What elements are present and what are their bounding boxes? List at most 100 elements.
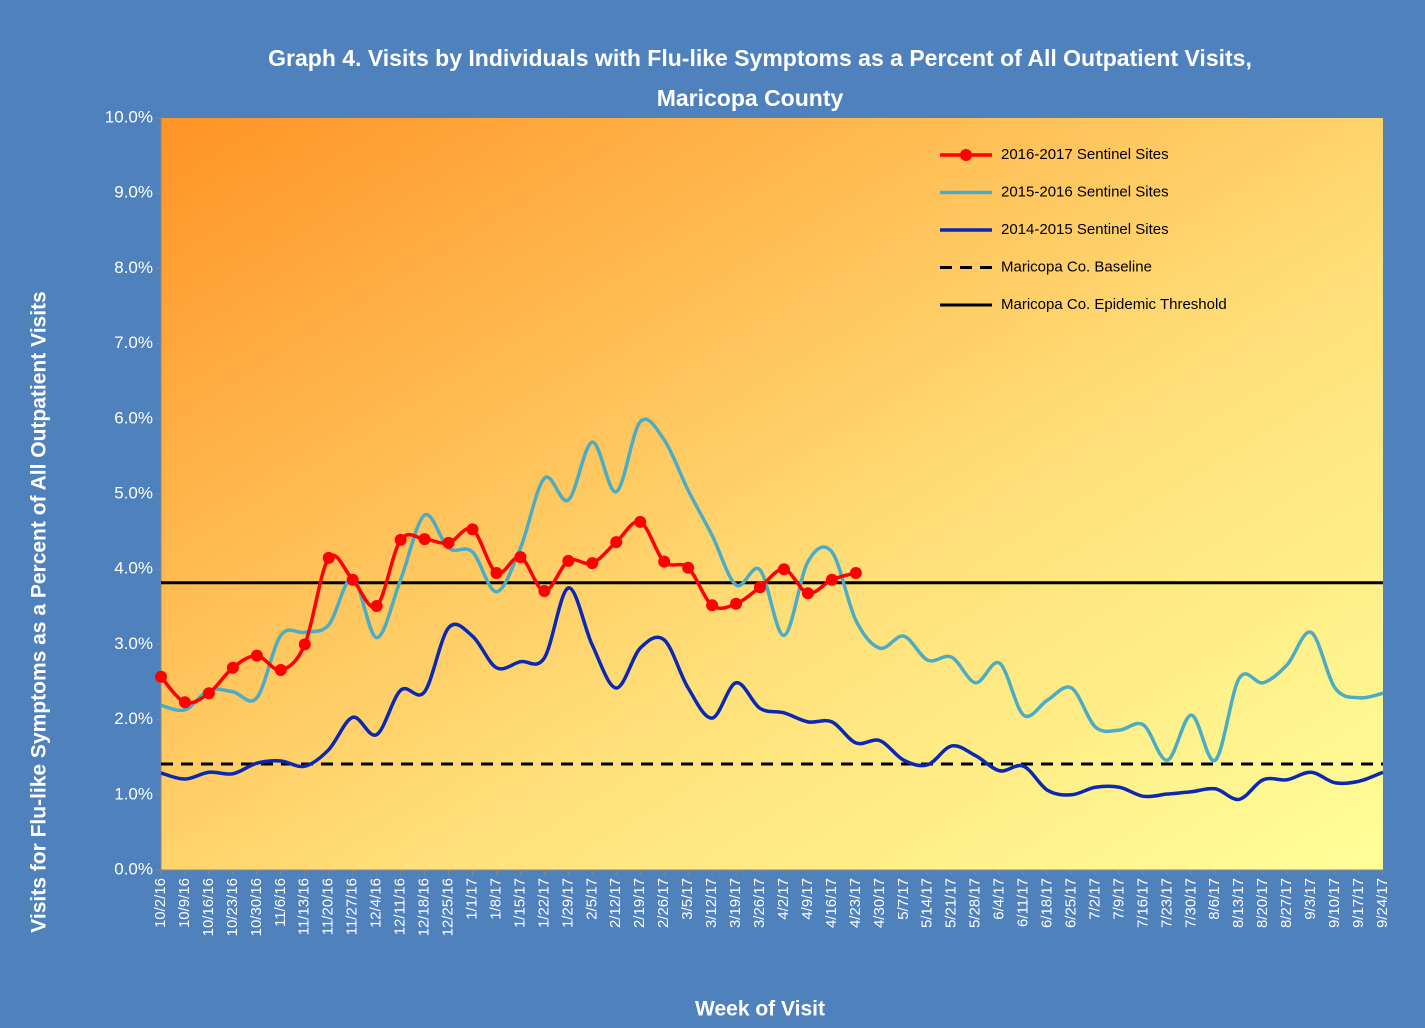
y-tick-label: 5.0% xyxy=(114,483,153,502)
x-tick-label: 11/6/16 xyxy=(272,878,289,927)
chart-title: Graph 4. Visits by Individuals with Flu-… xyxy=(268,45,1252,71)
x-tick-label: 4/9/17 xyxy=(799,878,816,920)
x-tick-label: 7/23/17 xyxy=(1158,878,1175,928)
y-tick-label: 0.0% xyxy=(114,859,153,878)
data-point xyxy=(274,663,287,676)
y-tick-label: 1.0% xyxy=(114,784,153,803)
data-point xyxy=(442,536,455,549)
x-tick-label: 4/2/17 xyxy=(775,878,792,920)
legend-label: 2014-2015 Sentinel Sites xyxy=(1001,221,1169,238)
x-tick-label: 9/24/17 xyxy=(1374,878,1391,928)
data-point xyxy=(658,555,671,568)
x-tick-label: 12/18/16 xyxy=(416,878,433,936)
legend-label: 2016-2017 Sentinel Sites xyxy=(1001,146,1169,163)
y-tick-label: 6.0% xyxy=(114,408,153,427)
x-tick-label: 1/1/17 xyxy=(463,878,480,920)
legend-label: 2015-2016 Sentinel Sites xyxy=(1001,183,1169,200)
x-tick-label: 10/16/16 xyxy=(200,878,217,936)
data-point xyxy=(730,597,743,610)
data-point xyxy=(825,573,838,586)
x-tick-label: 9/10/17 xyxy=(1326,878,1343,928)
data-point xyxy=(250,649,263,662)
x-tick-label: 1/22/17 xyxy=(535,878,552,928)
y-tick-label: 7.0% xyxy=(114,333,153,352)
x-tick-label: 1/8/17 xyxy=(487,878,504,920)
x-tick-label: 6/25/17 xyxy=(1062,878,1079,928)
data-point xyxy=(418,533,431,546)
x-tick-label: 11/13/16 xyxy=(296,878,313,935)
y-tick-label: 4.0% xyxy=(114,559,153,578)
x-tick-label: 6/4/17 xyxy=(991,878,1008,920)
x-tick-label: 7/30/17 xyxy=(1182,878,1199,928)
chart-title: Maricopa County xyxy=(657,85,844,111)
y-tick-label: 10.0% xyxy=(105,107,153,126)
data-point xyxy=(754,581,767,594)
x-tick-label: 5/28/17 xyxy=(967,878,984,928)
series-line xyxy=(160,417,1384,763)
x-tick-label: 12/4/16 xyxy=(368,878,385,928)
data-point xyxy=(634,515,647,528)
data-point xyxy=(322,551,335,564)
x-tick-label: 12/25/16 xyxy=(439,878,456,936)
x-tick-label: 7/2/17 xyxy=(1086,878,1103,920)
x-tick-label: 6/18/17 xyxy=(1039,878,1056,928)
x-tick-label: 3/12/17 xyxy=(703,878,720,928)
x-tick-label: 3/19/17 xyxy=(727,878,744,928)
data-point xyxy=(490,566,503,579)
x-tick-label: 5/7/17 xyxy=(895,878,912,920)
data-point xyxy=(202,687,215,700)
x-tick-label: 1/15/17 xyxy=(511,878,528,928)
data-point xyxy=(226,661,239,674)
y-axis-title: Visits for Flu-like Symptoms as a Percen… xyxy=(28,291,51,932)
x-tick-label: 8/20/17 xyxy=(1254,878,1271,928)
series-line xyxy=(160,586,1384,802)
x-tick-label: 5/14/17 xyxy=(919,878,936,928)
legend-label: Maricopa Co. Baseline xyxy=(1001,258,1152,275)
legend-marker xyxy=(960,149,972,161)
x-tick-label: 7/9/17 xyxy=(1110,878,1127,920)
x-tick-label: 10/9/16 xyxy=(176,878,193,928)
x-tick-label: 8/13/17 xyxy=(1230,878,1247,928)
x-tick-label: 5/21/17 xyxy=(943,878,960,928)
data-point xyxy=(801,587,814,600)
data-point xyxy=(346,573,359,586)
x-tick-label: 9/17/17 xyxy=(1350,878,1367,928)
x-tick-label: 9/3/17 xyxy=(1302,878,1319,920)
y-tick-label: 9.0% xyxy=(114,183,153,202)
x-axis-title: Week of Visit xyxy=(695,998,825,1021)
data-point xyxy=(394,533,407,546)
data-point xyxy=(849,566,862,579)
x-tick-label: 3/5/17 xyxy=(679,878,696,920)
x-tick-label: 7/16/17 xyxy=(1134,878,1151,928)
x-tick-label: 11/27/16 xyxy=(344,878,361,935)
data-point xyxy=(370,600,383,613)
data-point xyxy=(586,557,599,570)
x-tick-label: 8/6/17 xyxy=(1206,878,1223,920)
data-point xyxy=(682,561,695,574)
data-point xyxy=(706,599,719,612)
y-tick-label: 2.0% xyxy=(114,709,153,728)
x-tick-label: 2/26/17 xyxy=(655,878,672,928)
data-point xyxy=(178,696,191,709)
data-point xyxy=(155,670,167,683)
x-tick-label: 10/2/16 xyxy=(152,878,169,928)
data-point xyxy=(777,563,790,576)
x-tick-label: 4/16/17 xyxy=(823,878,840,928)
data-point xyxy=(514,551,527,564)
x-tick-label: 10/23/16 xyxy=(224,878,241,936)
x-tick-label: 8/27/17 xyxy=(1278,878,1295,928)
data-point xyxy=(610,536,623,549)
y-tick-label: 8.0% xyxy=(114,258,153,277)
x-tick-label: 2/5/17 xyxy=(583,878,600,920)
legend-label: Maricopa Co. Epidemic Threshold xyxy=(1001,296,1227,313)
x-tick-label: 3/26/17 xyxy=(751,878,768,928)
data-point xyxy=(538,585,551,598)
data-point xyxy=(466,523,479,536)
x-tick-label: 4/30/17 xyxy=(871,878,888,928)
x-tick-label: 12/11/16 xyxy=(392,878,409,935)
x-tick-label: 2/19/17 xyxy=(631,878,648,928)
x-tick-label: 4/23/17 xyxy=(847,878,864,928)
x-tick-label: 1/29/17 xyxy=(559,878,576,928)
data-point xyxy=(562,554,575,567)
